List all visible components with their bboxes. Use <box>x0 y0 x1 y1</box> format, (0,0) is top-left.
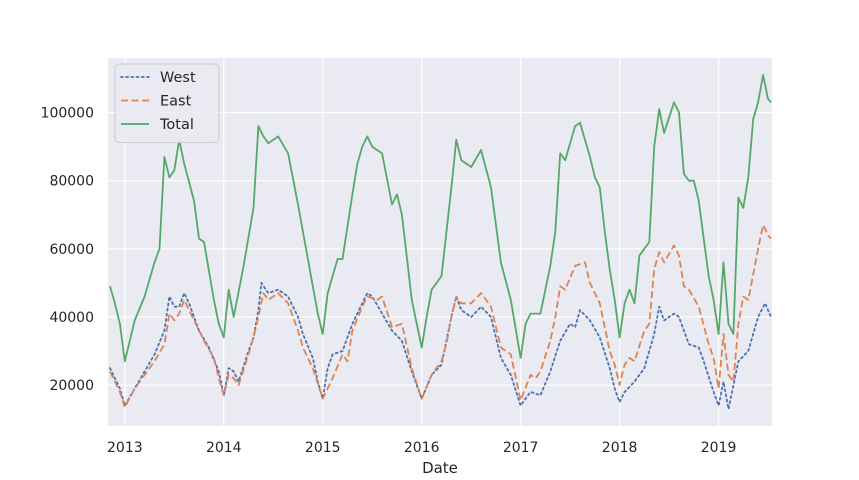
y-axis: 20000 40000 60000 80000 100000 <box>41 106 94 395</box>
grid <box>108 58 772 426</box>
series-line-west <box>109 282 772 410</box>
x-tick-label: 2014 <box>206 440 242 456</box>
y-tick-label: 60000 <box>49 242 94 258</box>
x-tick-label: 2015 <box>305 440 341 456</box>
legend-label-east: East <box>160 94 192 110</box>
y-tick-label: 100000 <box>41 106 94 122</box>
x-tick-label: 2013 <box>107 440 143 456</box>
x-axis: 2013 2014 2015 2016 2017 2018 2019 <box>107 440 736 456</box>
legend-label-total: Total <box>159 117 194 133</box>
legend-label-west: West <box>160 70 196 86</box>
y-tick-label: 80000 <box>49 174 94 190</box>
x-tick-label: 2016 <box>404 440 440 456</box>
legend: West East Total <box>114 63 220 143</box>
x-tick-label: 2017 <box>503 440 539 456</box>
legend-box <box>114 63 220 143</box>
x-axis-label: Date <box>422 459 458 477</box>
x-tick-label: 2018 <box>602 440 638 456</box>
series-line-total <box>109 74 772 363</box>
series-layer <box>109 74 772 410</box>
y-tick-label: 20000 <box>49 378 94 394</box>
y-tick-label: 40000 <box>49 310 94 326</box>
x-tick-label: 2019 <box>701 440 737 456</box>
series-line-east <box>109 224 772 409</box>
